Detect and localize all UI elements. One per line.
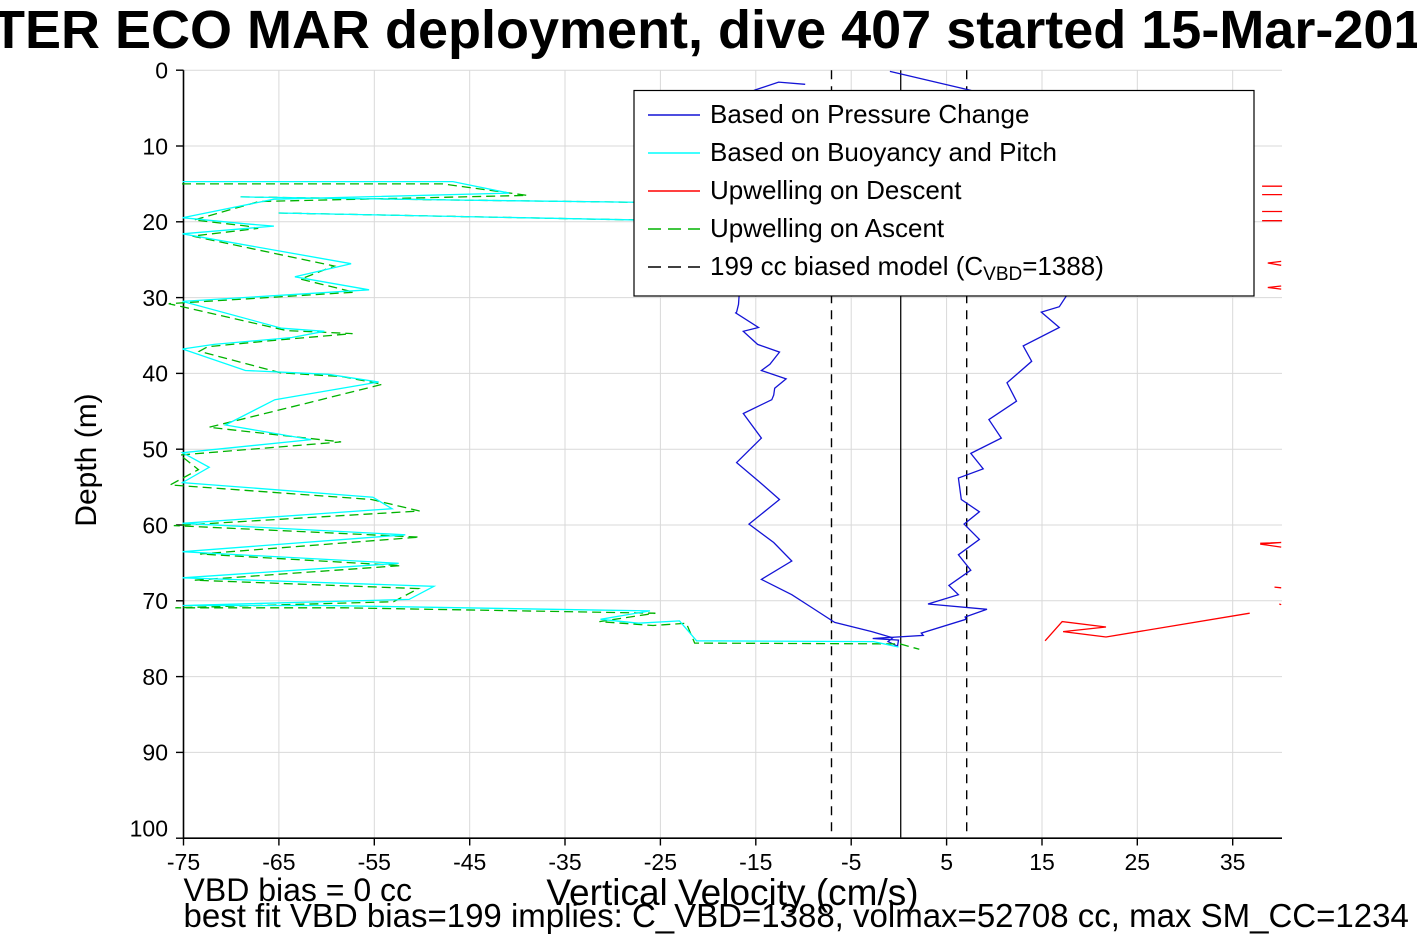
svg-text:90: 90 — [142, 740, 168, 766]
svg-text:5: 5 — [940, 849, 953, 875]
svg-text:TER ECO MAR deployment, dive 4: TER ECO MAR deployment, dive 407 started… — [0, 0, 1417, 60]
svg-text:Based on Pressure Change: Based on Pressure Change — [710, 99, 1029, 129]
svg-text:50: 50 — [142, 437, 168, 463]
svg-text:-45: -45 — [453, 849, 486, 875]
svg-text:0: 0 — [155, 58, 168, 84]
svg-text:15: 15 — [1029, 849, 1055, 875]
svg-text:best fit VBD bias=199 implies:: best fit VBD bias=199 implies: C_VBD=138… — [184, 897, 1417, 934]
svg-text:Upwelling on Ascent: Upwelling on Ascent — [710, 213, 945, 243]
svg-text:35: 35 — [1220, 849, 1246, 875]
svg-text:30: 30 — [142, 285, 168, 311]
svg-text:40: 40 — [142, 361, 168, 387]
svg-text:20: 20 — [142, 209, 168, 235]
svg-text:Depth (m): Depth (m) — [70, 393, 103, 526]
svg-text:199 cc biased model (CVBD=1388: 199 cc biased model (CVBD=1388) — [710, 251, 1104, 285]
svg-text:80: 80 — [142, 664, 168, 690]
svg-text:60: 60 — [142, 512, 168, 538]
svg-text:Upwelling on Descent: Upwelling on Descent — [710, 175, 962, 205]
svg-text:10: 10 — [142, 133, 168, 159]
svg-text:25: 25 — [1125, 849, 1151, 875]
svg-text:70: 70 — [142, 588, 168, 614]
svg-text:100: 100 — [130, 816, 168, 842]
svg-text:Based on Buoyancy and Pitch: Based on Buoyancy and Pitch — [710, 137, 1057, 167]
